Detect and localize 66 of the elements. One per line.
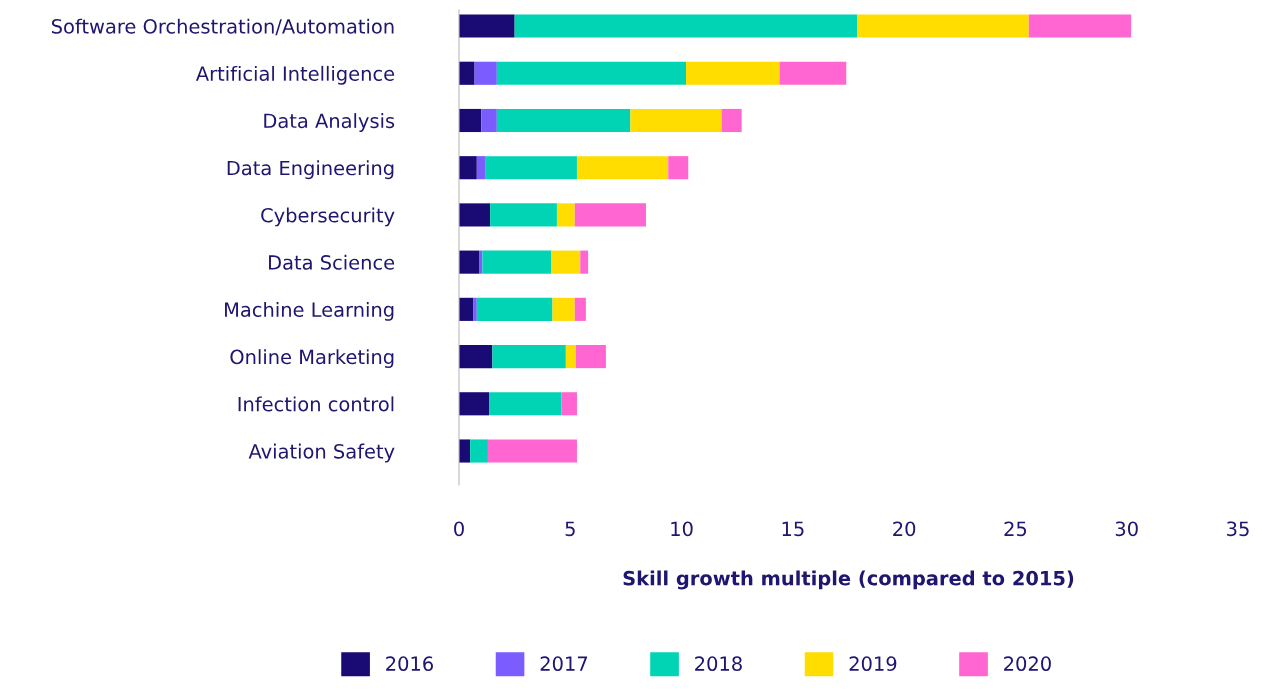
- bar: [459, 61, 475, 85]
- bar: [470, 439, 488, 463]
- bar: [459, 156, 477, 180]
- x-tick-label: 0: [454, 521, 464, 537]
- y-tick-label: Online Marketing: [230, 349, 394, 368]
- y-tick-label: Data Analysis: [264, 113, 395, 132]
- legend-label: 2019: [849, 656, 897, 672]
- bar: [1028, 14, 1132, 38]
- bar: [481, 108, 497, 133]
- bar: [496, 61, 687, 85]
- bar: [551, 250, 581, 274]
- x-axis-title: Skill growth multiple (compared to 2015): [623, 570, 1074, 590]
- bar: [580, 250, 589, 274]
- bar: [686, 61, 780, 85]
- y-tick-label: Artificial Intelligence: [195, 65, 395, 85]
- x-tick-label: 10: [671, 521, 693, 537]
- bar: [552, 297, 575, 321]
- bar: [487, 439, 577, 463]
- bar: [459, 250, 480, 274]
- bar: [490, 203, 557, 227]
- y-tick-label: Infection control: [238, 396, 394, 412]
- bar: [492, 345, 566, 369]
- bar: [485, 156, 577, 180]
- x-tick-label: 35: [1227, 521, 1249, 537]
- legend-label: 2017: [540, 656, 588, 672]
- bar: [779, 61, 847, 85]
- bar: [721, 108, 742, 133]
- bar: [459, 392, 490, 416]
- x-tick-label: 30: [1115, 521, 1138, 537]
- bar: [459, 203, 491, 227]
- bar: [459, 14, 515, 38]
- bar: [459, 108, 482, 133]
- y-tick-label: Aviation Safety: [248, 443, 395, 463]
- legend-label: 2016: [386, 656, 433, 672]
- y-tick-label: Data Science: [269, 254, 395, 270]
- y-tick-label: Software Orchestration/Automation: [51, 18, 394, 36]
- bar: [576, 156, 669, 180]
- bar: [565, 345, 576, 369]
- bar: [496, 108, 631, 133]
- bar: [630, 108, 722, 133]
- x-tick-label: 15: [782, 521, 804, 537]
- bar: [476, 297, 553, 321]
- bar: [574, 203, 646, 227]
- bar: [479, 250, 483, 274]
- bar: [476, 156, 486, 180]
- bar: [473, 297, 477, 321]
- bar: [459, 439, 471, 463]
- bar: [489, 392, 562, 416]
- bar: [574, 297, 586, 321]
- bar: [556, 203, 575, 227]
- y-tick-label: Cybersecurity: [261, 207, 395, 227]
- bar: [482, 250, 552, 274]
- legend-label: 2020: [1004, 656, 1051, 672]
- bar: [857, 14, 1029, 38]
- y-tick-label: Data Engineering: [227, 160, 394, 180]
- legend-label: 2018: [695, 656, 742, 672]
- bar: [474, 61, 497, 85]
- x-tick-label: 20: [893, 521, 916, 537]
- x-tick-label: 5: [565, 521, 575, 537]
- bar: [459, 345, 493, 369]
- y-tick-label: Machine Learning: [225, 301, 394, 321]
- bar: [561, 392, 577, 416]
- x-tick-label: 25: [1004, 521, 1027, 537]
- bar: [514, 14, 858, 38]
- bar: [575, 345, 606, 369]
- bar: [668, 156, 689, 180]
